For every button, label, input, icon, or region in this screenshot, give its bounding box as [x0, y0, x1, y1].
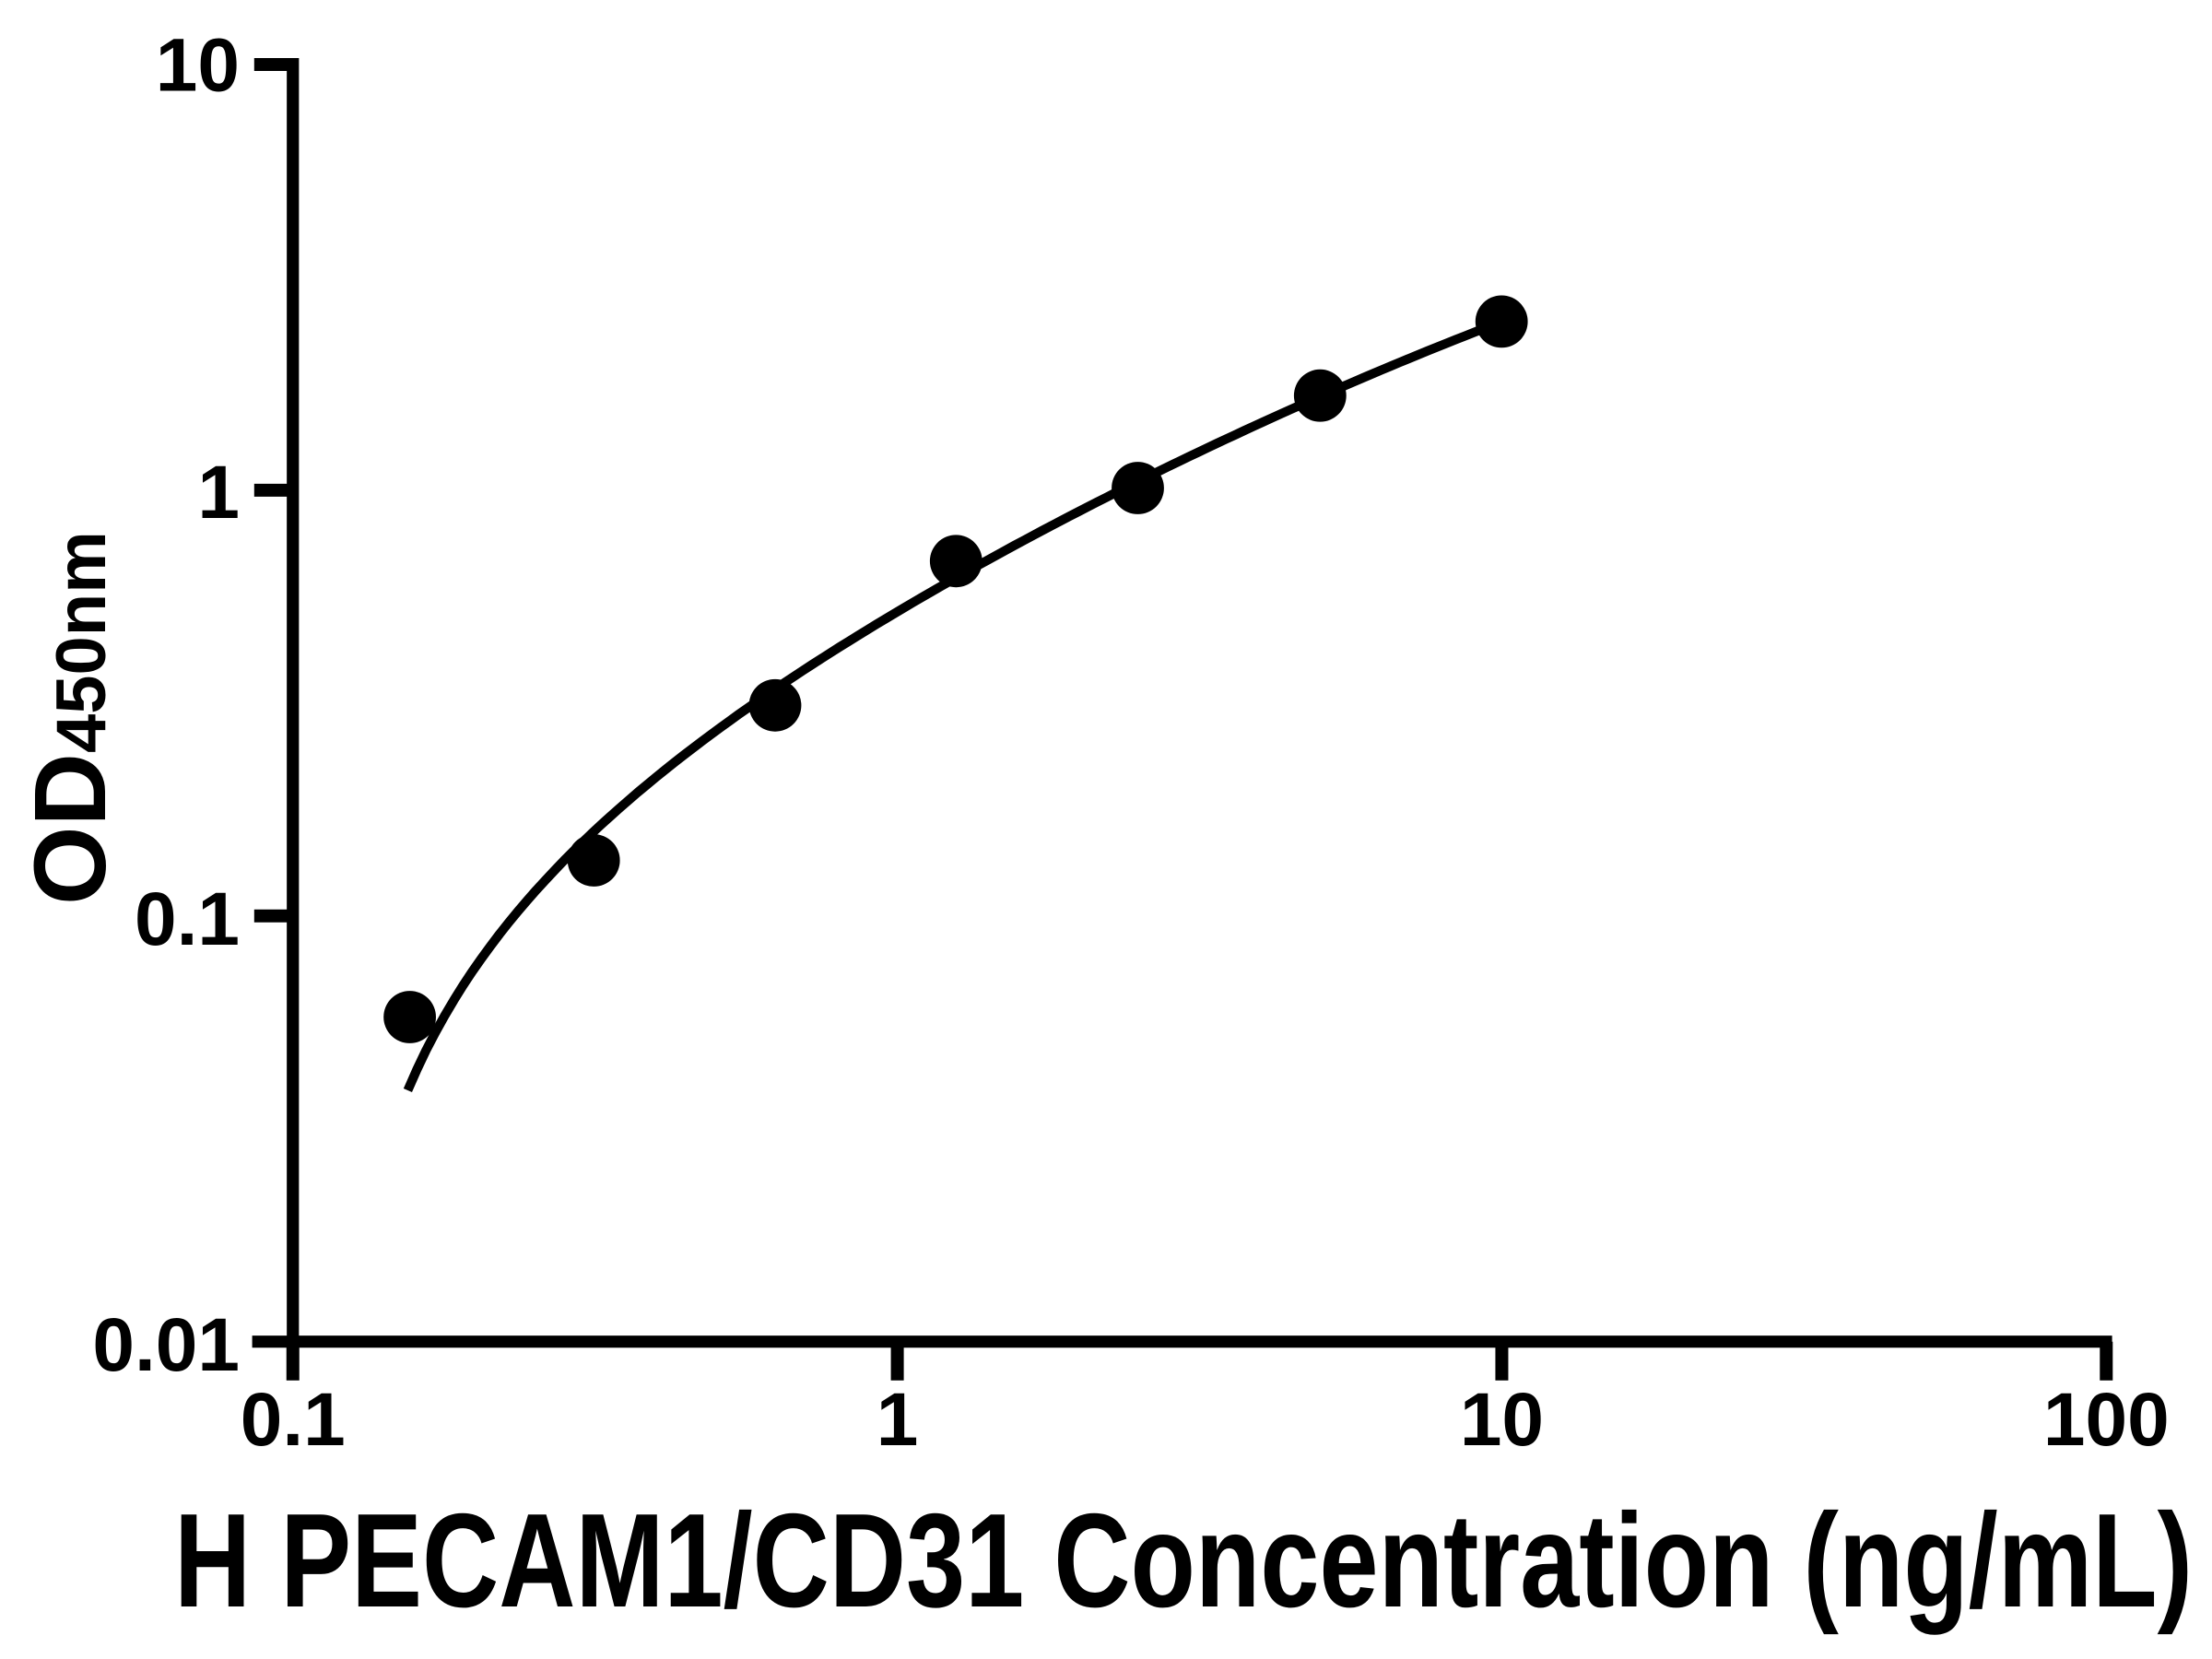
- svg-text:0.01: 0.01: [92, 1303, 240, 1387]
- svg-text:1: 1: [197, 451, 240, 535]
- svg-text:100: 100: [2043, 1378, 2170, 1462]
- svg-text:1: 1: [877, 1378, 919, 1462]
- svg-text:10: 10: [156, 24, 240, 108]
- svg-text:0.1: 0.1: [241, 1378, 346, 1462]
- svg-text:0.1: 0.1: [135, 877, 240, 961]
- svg-text:10: 10: [1460, 1378, 1544, 1462]
- svg-text:H PECAM1/CD31 Concentration (n: H PECAM1/CD31 Concentration (ng/mL): [174, 1486, 2193, 1635]
